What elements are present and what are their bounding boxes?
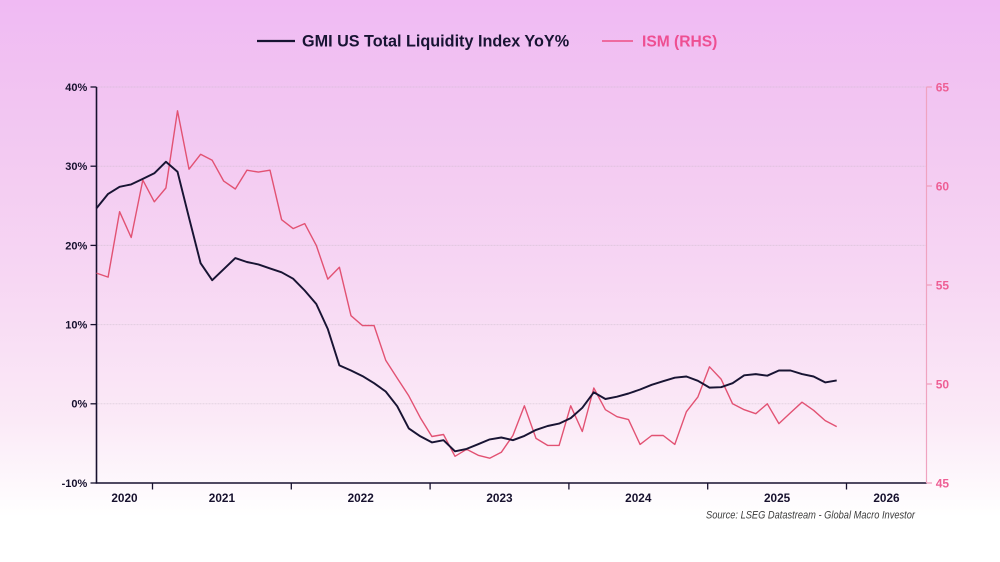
svg-text:55: 55 bbox=[936, 279, 950, 293]
svg-text:-10%: -10% bbox=[62, 478, 88, 490]
svg-text:65: 65 bbox=[936, 81, 950, 95]
svg-text:45: 45 bbox=[936, 477, 950, 491]
svg-text:Source: LSEG Datastream - Glob: Source: LSEG Datastream - Global Macro I… bbox=[706, 510, 916, 522]
svg-text:ISM (RHS): ISM (RHS) bbox=[642, 34, 717, 51]
svg-text:30%: 30% bbox=[65, 161, 87, 173]
svg-text:2022: 2022 bbox=[348, 491, 375, 505]
svg-text:2020: 2020 bbox=[111, 491, 138, 505]
svg-text:2026: 2026 bbox=[873, 491, 900, 505]
svg-text:2025: 2025 bbox=[764, 491, 791, 505]
svg-text:2024: 2024 bbox=[625, 491, 652, 505]
svg-text:0%: 0% bbox=[71, 399, 87, 411]
svg-text:60: 60 bbox=[936, 180, 950, 194]
svg-text:50: 50 bbox=[936, 378, 950, 392]
svg-text:10%: 10% bbox=[65, 320, 87, 332]
svg-text:2023: 2023 bbox=[486, 491, 513, 505]
svg-text:2021: 2021 bbox=[209, 491, 236, 505]
svg-text:20%: 20% bbox=[65, 240, 87, 252]
svg-text:GMI US Total Liquidity Index Y: GMI US Total Liquidity Index YoY% bbox=[302, 33, 569, 51]
svg-text:40%: 40% bbox=[65, 82, 87, 94]
